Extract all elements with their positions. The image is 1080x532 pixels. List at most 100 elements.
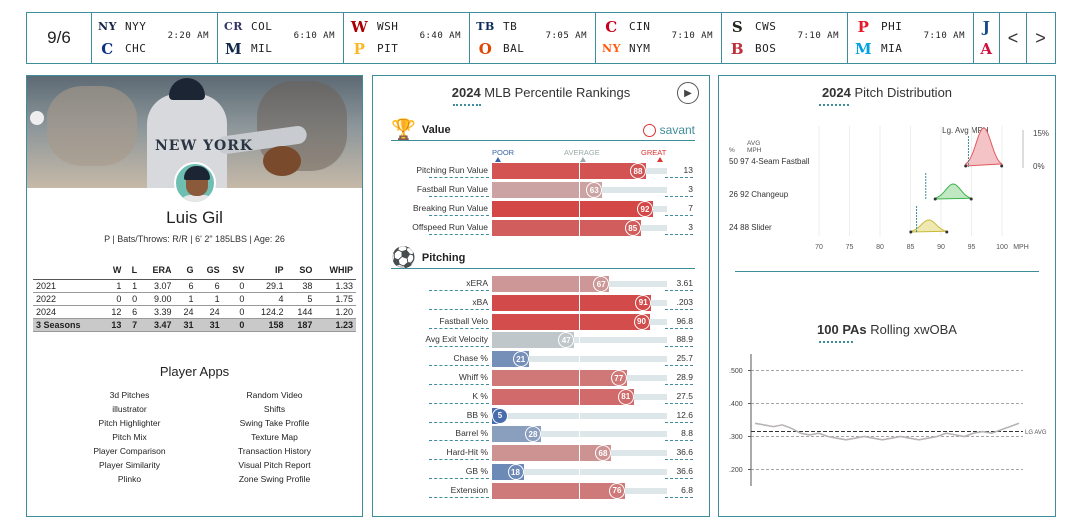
team-home: A	[978, 40, 995, 58]
stats-cell: 0	[124, 292, 141, 306]
team-away: P PHI	[855, 17, 902, 36]
game-tile[interactable]: W WSH P PIT 6:40 AM	[344, 13, 470, 63]
stats-cell: 1.33	[315, 279, 356, 293]
game-tile[interactable]: CR COL M MIL 6:10 AM	[218, 13, 344, 63]
metric-value: .203	[676, 296, 693, 307]
stats-cell: 124.2	[247, 305, 287, 319]
stats-cell: 1	[124, 279, 141, 293]
value-section-header: 🏆 Value	[391, 119, 451, 141]
stats-cell: 7	[124, 318, 141, 332]
stats-cell: 29.1	[247, 279, 287, 293]
game-tile[interactable]: C CIN NY NYM 7:10 AM	[596, 13, 722, 63]
baseball-icon	[642, 123, 656, 137]
metric-label: Pitching Run Value	[416, 165, 488, 175]
percentile-badge: 90	[633, 313, 650, 330]
player-app-link[interactable]: Visual Pitch Report	[238, 460, 311, 470]
stats-cell: 0	[102, 292, 125, 306]
game-tile[interactable]: TB TB O BAL 7:05 AM	[470, 13, 596, 63]
metric-label: K %	[472, 390, 488, 401]
x-tick-label: 100	[996, 244, 1008, 251]
metric-value: 6.8	[681, 484, 693, 495]
stats-cell: 38	[286, 279, 316, 293]
home-team-abbr: BOS	[755, 42, 777, 55]
game-tile[interactable]: S CWS B BOS 7:10 AM	[722, 13, 848, 63]
stats-cell: 6	[124, 305, 141, 319]
percentile-row: xERA 67 3.61	[373, 275, 709, 293]
stats-row: 2024 12 6 3.39 24 24 0 124.2 144 1.20	[33, 305, 356, 319]
percentile-badge: 91	[635, 294, 652, 311]
player-apps-list: 3d Pitches Random Video illustrator Shifts P…	[67, 389, 337, 485]
pitch-density-curve	[965, 127, 1004, 167]
stats-header-cell: ERA	[140, 262, 175, 280]
player-app-link[interactable]: illustrator	[112, 404, 147, 414]
stats-cell: 3.39	[140, 305, 175, 319]
scale-marker	[580, 157, 586, 162]
player-app-link[interactable]: Plinko	[117, 474, 142, 484]
player-app-link[interactable]: Player Similarity	[99, 460, 160, 470]
player-app-link[interactable]: Random Video	[246, 390, 303, 400]
stats-header-cell: SO	[286, 262, 316, 280]
metric-label: Avg Exit Velocity	[425, 334, 488, 345]
team-home: C CHC	[99, 40, 147, 58]
player-app-link[interactable]: Shifts	[263, 404, 286, 414]
away-team-abbr: CWS	[755, 20, 777, 33]
home-team-abbr: CHC	[125, 42, 147, 55]
player-app-link[interactable]: Zone Swing Profile	[238, 474, 311, 484]
player-app-link[interactable]: 3d Pitches	[109, 390, 150, 400]
stats-cell: 1	[174, 292, 197, 306]
y-tick-label: .200	[729, 467, 743, 474]
game-time: 7:10 AM	[923, 31, 965, 41]
pitch-row-label: 24 88 Slider	[729, 223, 772, 232]
play-icon[interactable]: ▶	[677, 82, 699, 104]
x-axis-unit: MPH	[1013, 244, 1029, 251]
prev-games-button[interactable]: <	[1000, 13, 1027, 63]
stats-cell: 2021	[33, 279, 103, 293]
next-games-button[interactable]: >	[1035, 27, 1046, 48]
away-team-logo-icon: NY	[98, 20, 117, 33]
metric-value: 25.7	[676, 353, 693, 364]
player-app-link[interactable]: Pitch Highlighter	[98, 418, 161, 428]
xwoba-line	[754, 422, 1020, 441]
stats-cell: 0	[222, 279, 248, 293]
percentile-row: Avg Exit Velocity 47 88.9	[373, 331, 709, 350]
stats-cell: 2024	[33, 305, 103, 319]
pitch-row-label: 50 97 4-Seam Fastball	[729, 157, 810, 166]
away-team-abbr: NYY	[125, 20, 147, 33]
player-apps-title: Player Apps	[159, 364, 230, 379]
player-app-link[interactable]: Transaction History	[238, 446, 311, 456]
stats-cell: 3.07	[140, 279, 175, 293]
percentile-title: 2024 MLB Percentile Rankings	[451, 85, 631, 100]
percentile-row: BB % 5 12.6	[373, 406, 709, 425]
stats-row: 2021 1 1 3.07 6 6 0 29.1 38 1.33	[33, 279, 356, 293]
metric-label: GB %	[465, 466, 488, 476]
stats-cell: 158	[247, 318, 287, 332]
player-app-link[interactable]: Player Comparison	[93, 446, 166, 456]
x-tick-label: 70	[815, 244, 823, 251]
stats-cell: 2022	[33, 292, 103, 306]
stats-cell: 0	[222, 318, 248, 332]
player-app-link[interactable]: Texture Map	[251, 432, 298, 442]
savant-logo[interactable]: savant	[642, 123, 695, 137]
home-team-logo-icon: O	[478, 39, 493, 58]
percentile-badge: 88	[630, 163, 646, 179]
x-tick-label: 75	[846, 244, 854, 251]
player-app-link[interactable]: Pitch Mix	[112, 432, 147, 442]
metric-value: 3	[688, 222, 693, 232]
game-time: 7:05 AM	[545, 31, 587, 41]
away-team-logo-icon: P	[857, 17, 870, 36]
scale-top-label: 15%	[1033, 129, 1049, 138]
away-team-logo-icon: TB	[476, 20, 495, 33]
metric-value: 96.8	[676, 315, 693, 326]
metric-label: Chase %	[453, 353, 489, 364]
stats-cell: 1.20	[315, 305, 356, 319]
game-tile[interactable]: NY NYY C CHC 2:20 AM	[92, 13, 218, 63]
game-tile[interactable]: P PHI M MIA 7:10 AM	[848, 13, 974, 63]
percentile-row: Pitching Run Value 88 13	[373, 162, 709, 180]
pitch-density-curve	[934, 183, 972, 200]
percentile-row: Offspeed Run Value 85 3	[373, 219, 709, 237]
player-app-link[interactable]: Swing Take Profile	[239, 418, 310, 428]
y-tick-label: .500	[729, 368, 743, 375]
stats-header-row: W L ERA G GS SV IP SO WHIP	[33, 262, 356, 280]
metric-label: Breaking Run Value	[413, 203, 488, 213]
